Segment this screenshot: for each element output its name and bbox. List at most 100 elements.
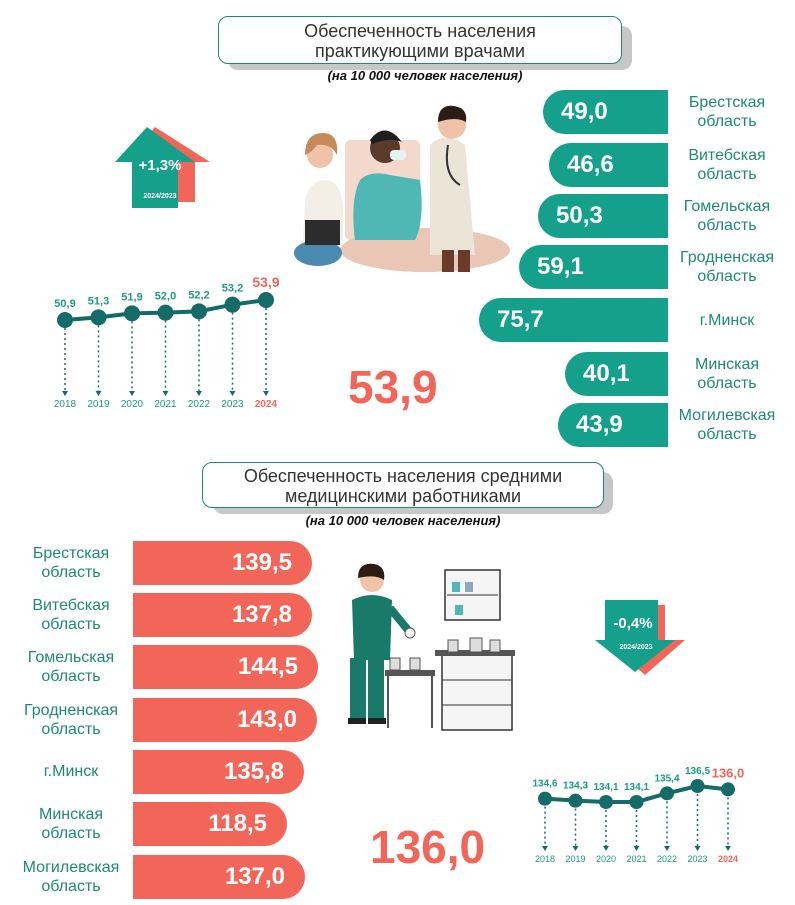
trend-value-label: 134,6 (532, 779, 557, 790)
trend-point (191, 303, 207, 320)
trend-value-label: 52,0 (155, 291, 176, 303)
trend-year-label: 2019 (87, 399, 110, 410)
trend-guide-arrow (129, 391, 135, 396)
nurse-illustration (348, 563, 515, 731)
section1-region-value: 75,7 (479, 298, 668, 342)
trend-point (660, 786, 674, 801)
section2-region-value: 137,0 (133, 855, 305, 899)
trend-year-label: 2018 (54, 399, 77, 410)
trend-year-label: 2018 (535, 854, 555, 864)
trend-year-label: 2021 (626, 854, 646, 864)
section1-region-value: 43,9 (558, 403, 668, 447)
section1-region-name: Гомельская область (683, 198, 771, 234)
trend-guide-arrow (162, 391, 169, 396)
trend-value-label: 134,3 (563, 781, 588, 792)
trend-point (124, 305, 140, 322)
section2-region-value: 144,5 (133, 645, 318, 689)
section1-subtitle: (на 10 000 человек населения) (327, 68, 523, 83)
section1-region-name: Гродненская область (679, 249, 775, 285)
trend-point (690, 779, 705, 793)
doctors-illustration (294, 105, 510, 272)
section2-region-value: 139,5 (133, 541, 312, 585)
section1-region-name: Минская область (694, 356, 759, 392)
section2-region-value: 118,5 (133, 802, 287, 846)
trend-guide-arrow (95, 391, 102, 396)
section1-region-name: Могилевская область (678, 407, 776, 443)
trend-guide-arrow (263, 391, 269, 396)
trend-value-label: 134,1 (624, 782, 649, 793)
down-arrow-icon (595, 600, 685, 675)
section1-region-name: г.Минск (699, 312, 755, 329)
section2-subtitle: (на 10 000 человек населения) (305, 513, 501, 528)
section2-change-period: 2024/2023 (619, 644, 653, 651)
trend-point (568, 793, 583, 808)
trend-year-label: 2024 (255, 399, 278, 410)
trend-point (157, 304, 174, 321)
section1-change: +1,3% (138, 157, 182, 174)
section1-region-name: Брестская область (688, 94, 766, 130)
trend-guide-arrow (542, 846, 548, 851)
section2-region-name: Гродненская область (23, 702, 119, 738)
trend-point (90, 309, 107, 326)
trend-point (224, 296, 241, 313)
section2-total: 136,0 (370, 821, 486, 873)
trend-guide-arrow (725, 846, 731, 851)
trend-year-label: 2020 (121, 399, 144, 410)
trend-guide-arrow (603, 846, 609, 851)
trend-guide-arrow (196, 391, 202, 396)
trend-guide-arrow (664, 846, 670, 851)
section2-region-value: 143,0 (133, 698, 317, 742)
trend-point (599, 795, 613, 809)
section2-region-name: Гомельская область (27, 649, 115, 685)
trend-guide-arrow (633, 846, 640, 851)
section1-title: Обеспеченность населения практикующими в… (218, 16, 622, 64)
section2-region-name: Брестская область (32, 545, 110, 581)
up-arrow-icon (115, 127, 210, 208)
section1-region-value: 46,6 (549, 143, 668, 187)
trend-value-label: 52,2 (188, 289, 209, 301)
trend-value-label: 135,4 (654, 773, 679, 784)
trend-value-label: 53,9 (252, 274, 279, 290)
section2-region-name: Витебская область (32, 597, 110, 633)
trend-value-label: 53,2 (222, 283, 243, 295)
trend-year-label: 2023 (221, 399, 244, 410)
section2-region-name: г.Минск (43, 763, 99, 780)
trend-point (629, 795, 644, 809)
section2-region-value: 137,8 (133, 593, 312, 637)
section1-region-value: 50,3 (538, 194, 668, 238)
section1-trend-chart: 50,9 2018 51,3 2019 51,9 2020 52,0 2021 52,2 2022… (54, 274, 280, 410)
trend-point (721, 782, 735, 797)
section1-region-value: 49,0 (543, 90, 668, 134)
trend-point (258, 292, 274, 308)
section1-region-value: 40,1 (565, 352, 668, 396)
section2-region-value: 135,8 (133, 750, 304, 794)
trend-value-label: 136,5 (685, 766, 710, 777)
section2-title: Обеспеченность населения средними медици… (202, 462, 604, 508)
trend-year-label: 2019 (565, 854, 585, 864)
trend-value-label: 134,1 (593, 782, 618, 793)
trend-value-label: 136,0 (712, 765, 745, 780)
section1-total: 53,9 (348, 361, 438, 413)
trend-guide-arrow (229, 391, 236, 396)
trend-year-label: 2020 (596, 854, 616, 864)
trend-value-label: 51,9 (121, 291, 142, 303)
trend-point (57, 312, 73, 328)
section2-change: -0,4% (613, 615, 653, 632)
section1-change-period: 2024/2023 (143, 193, 177, 200)
trend-guide-arrow (572, 846, 579, 851)
trend-guide-arrow (694, 846, 701, 851)
trend-year-label: 2023 (687, 854, 707, 864)
section1-region-name: Витебская область (688, 147, 766, 183)
section2-region-name: Могилевская область (22, 859, 120, 895)
section2-region-name: Минская область (38, 806, 103, 842)
trend-point (538, 791, 552, 806)
trend-value-label: 50,9 (54, 298, 75, 310)
section1-region-value: 59,1 (519, 245, 668, 289)
trend-value-label: 51,3 (88, 295, 109, 307)
trend-year-label: 2021 (154, 399, 177, 410)
section2-trend-chart: 134,6 2018 134,3 2019 134,1 2020 134,1 2021 135,… (532, 765, 745, 864)
trend-guide-arrow (62, 391, 68, 396)
trend-year-label: 2022 (188, 399, 211, 410)
trend-year-label: 2022 (657, 854, 677, 864)
trend-year-label: 2024 (718, 854, 738, 864)
